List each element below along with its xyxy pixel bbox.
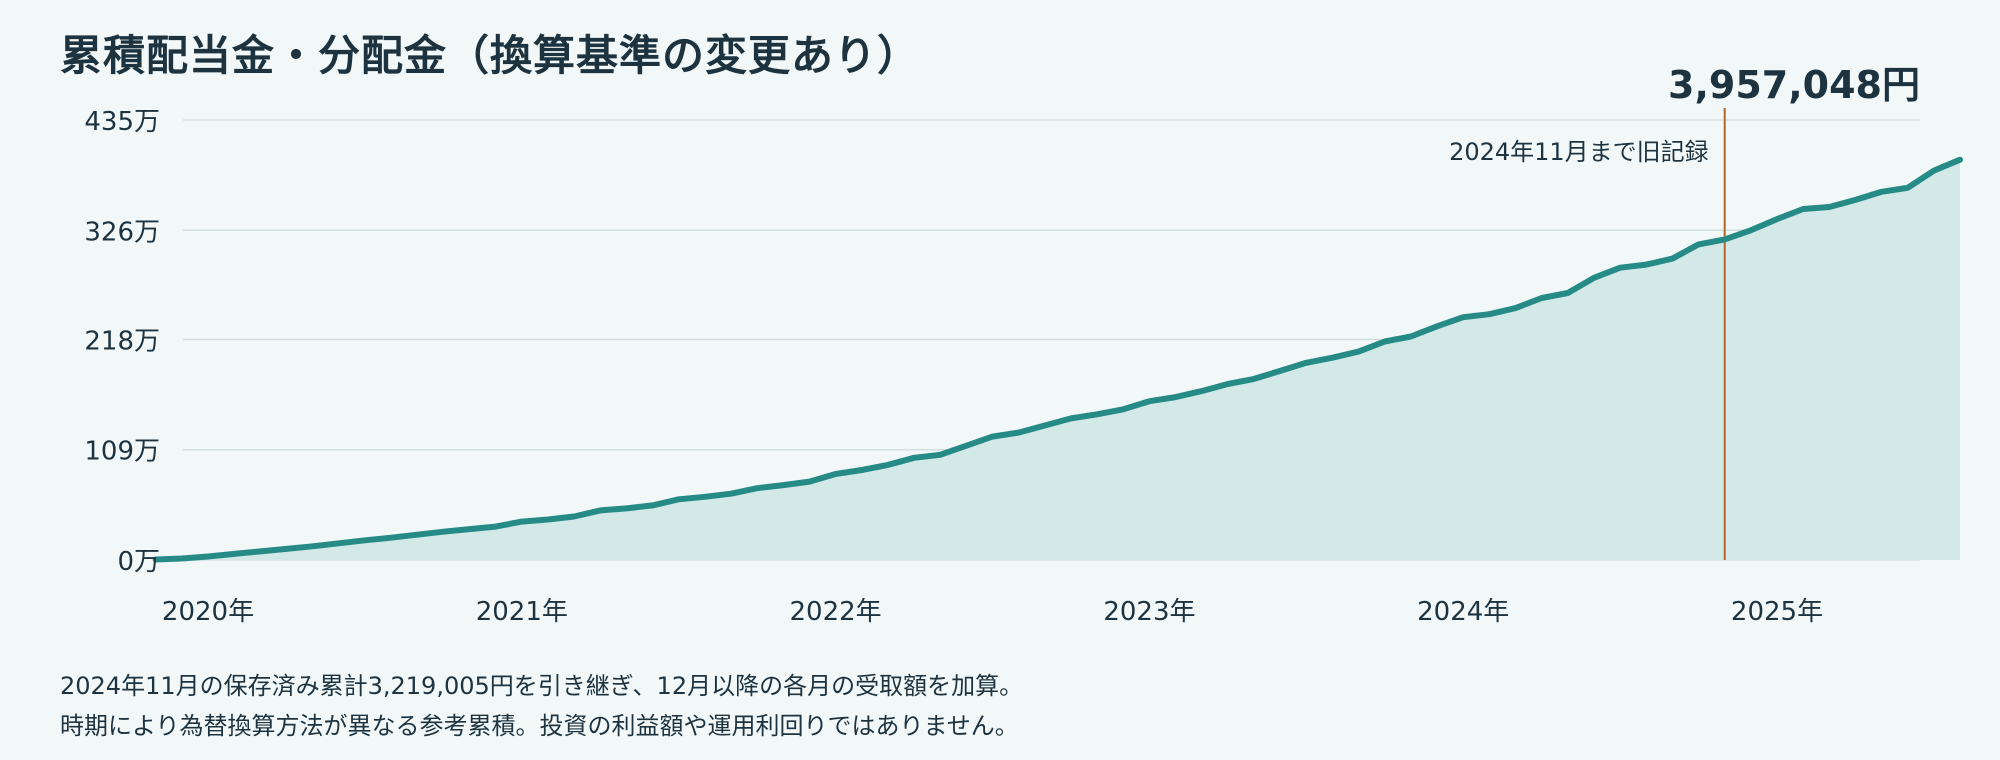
page-title: 累積配当金・分配金（換算基準の変更あり） <box>60 31 921 80</box>
area-layer <box>155 159 1961 560</box>
x-tick-label: 2020年 <box>162 597 254 627</box>
x-tick-label: 2022年 <box>790 597 882 627</box>
x-tick-label: 2024年 <box>1417 597 1509 627</box>
x-tick-label: 2025年 <box>1731 597 1823 627</box>
final-value-label: 3,957,048円 <box>1668 63 1920 107</box>
series-area <box>155 159 1961 560</box>
x-axis-tick-labels: 2020年 2021年 2022年 2023年 2024年 2025年 <box>162 597 1823 627</box>
y-tick-label: 109万 <box>84 437 160 467</box>
x-tick-label: 2023年 <box>1103 597 1195 627</box>
series-line <box>152 156 1963 563</box>
y-tick-label: 326万 <box>84 217 160 247</box>
footnote-line-1: 2024年11月の保存済み累計3,219,005円を引き継ぎ、12月以降の各月の… <box>60 672 1024 700</box>
old-record-marker-label: 2024年11月まで旧記録 <box>1449 138 1709 166</box>
y-axis-tick-labels: 0万 109万 218万 326万 435万 <box>84 107 160 577</box>
y-tick-label: 218万 <box>84 326 160 356</box>
x-tick-label: 2021年 <box>476 597 568 627</box>
y-tick-label: 435万 <box>84 107 160 137</box>
value-labels: 3,957,048円 <box>1668 63 1920 107</box>
annotation-layer: 2024年11月まで旧記録 <box>1449 108 1726 560</box>
line-layer <box>152 156 1963 563</box>
footnote-line-2: 時期により為替換算方法が異なる参考累積。投資の利益額や運用利回りではありません。 <box>60 712 1019 740</box>
y-tick-label: 0万 <box>117 547 160 577</box>
